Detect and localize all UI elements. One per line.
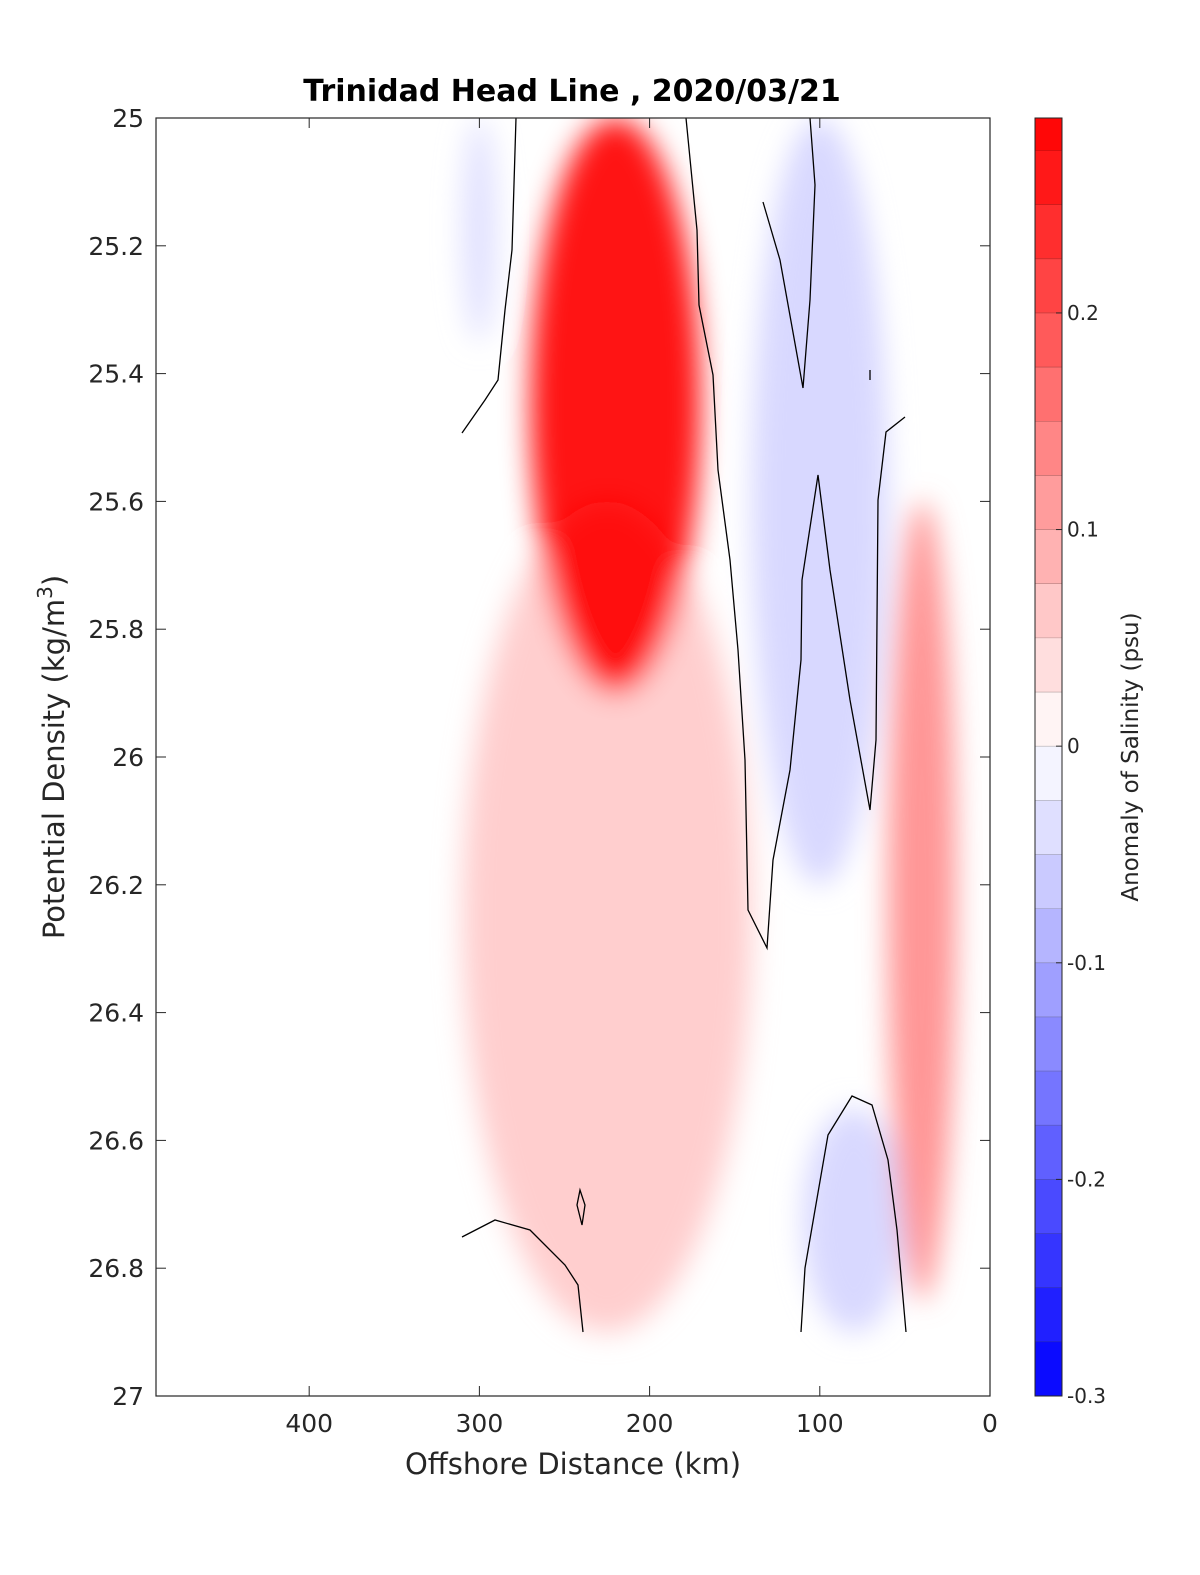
x-tick-label: 0 [982, 1409, 998, 1438]
zero-contour-line [685, 118, 906, 951]
colorbar-band [1034, 1287, 1063, 1343]
colorbar-tick-label: 0.2 [1067, 301, 1099, 325]
y-tick-label: 25.8 [88, 615, 144, 644]
y-tick-label: 25.6 [88, 487, 144, 516]
y-tick-label: 26.4 [88, 999, 144, 1028]
colorbar: 0.2 0.1 0 -0.1 -0.2 -0.3 [1034, 117, 1106, 1408]
colorbar-band [1034, 962, 1063, 1018]
y-tick-label: 25 [112, 104, 144, 133]
y-axis-title-close: ) [37, 575, 71, 586]
colorbar-tick-label: -0.2 [1067, 1167, 1106, 1191]
anomaly-region [751, 118, 888, 885]
zero-contours [461, 118, 907, 1333]
colorbar-tick-label: 0.1 [1067, 518, 1099, 542]
anomaly-region [462, 118, 497, 342]
y-axis-title-text: Potential Density (kg/m [37, 599, 71, 939]
colorbar-title: Anomaly of Salinity (psu) [1118, 612, 1144, 901]
y-tick-label: 26.8 [88, 1254, 144, 1283]
colorbar-band [1034, 475, 1063, 530]
y-axis: 25 25.2 25.4 25.6 25.8 26 26.2 26.4 26.6 26.8 27 [88, 104, 990, 1411]
colorbar-band [1034, 800, 1063, 855]
colorbar-band [1034, 1016, 1063, 1072]
x-axis: 400 300 200 100 0 [285, 118, 998, 1438]
anomaly-region [802, 1108, 905, 1333]
anomaly-field [462, 118, 956, 1333]
y-tick-label: 25.4 [88, 360, 144, 389]
colorbar-band [1034, 1070, 1063, 1126]
colorbar-band [1034, 854, 1063, 909]
y-axis-title-superscript: 3 [33, 586, 57, 599]
colorbar-band [1034, 150, 1063, 205]
zero-contour-line [461, 1219, 584, 1333]
zero-contour-line [800, 1095, 907, 1333]
y-axis-title: Potential Density (kg/m3) [33, 575, 71, 939]
colorbar-band [1034, 1179, 1063, 1234]
anomaly-region [530, 118, 701, 694]
x-tick-label: 200 [626, 1409, 674, 1438]
x-tick-label: 400 [285, 1409, 333, 1438]
colorbar-tick-label: -0.1 [1067, 951, 1106, 975]
colorbar-band [1034, 204, 1063, 260]
colorbar-band [1034, 529, 1063, 584]
colorbar-band [1034, 691, 1063, 747]
zero-contour-line [461, 118, 517, 434]
colorbar-band [1034, 117, 1063, 151]
anomaly-region [462, 501, 752, 1333]
colorbar-frame [1034, 117, 1063, 1397]
colorbar-band [1034, 366, 1063, 422]
colorbar-band [1034, 1124, 1063, 1180]
colorbar-tick-label: 0 [1067, 734, 1080, 758]
y-tick-label: 25.2 [88, 232, 144, 261]
x-tick-label: 300 [456, 1409, 504, 1438]
axes: 400 300 200 100 0 25 25.2 25.4 25.6 25.8 26 26.2 26… [88, 104, 998, 1438]
x-axis-title: Offshore Distance (km) [405, 1447, 741, 1481]
chart-title: Trinidad Head Line , 2020/03/21 [303, 74, 840, 109]
colorbar-band [1034, 583, 1063, 639]
colorbar-band [1034, 421, 1063, 476]
colorbar-band [1034, 1341, 1063, 1397]
colorbar-tick-label: -0.3 [1067, 1384, 1106, 1408]
y-tick-label: 26.6 [88, 1126, 144, 1155]
colorbar-band [1034, 1233, 1063, 1288]
colorbar-band [1034, 745, 1063, 801]
zero-contour-line [762, 118, 816, 389]
colorbar-band [1034, 908, 1063, 964]
colorbar-band [1034, 258, 1063, 314]
colorbar-band [1034, 637, 1063, 693]
y-tick-label: 26 [112, 743, 144, 772]
y-tick-label: 26.2 [88, 871, 144, 900]
anomaly-region [887, 501, 956, 1301]
x-tick-label: 100 [796, 1409, 844, 1438]
colorbar-band [1034, 312, 1063, 368]
zero-contour-line [576, 1187, 586, 1226]
y-tick-label: 27 [112, 1382, 144, 1411]
